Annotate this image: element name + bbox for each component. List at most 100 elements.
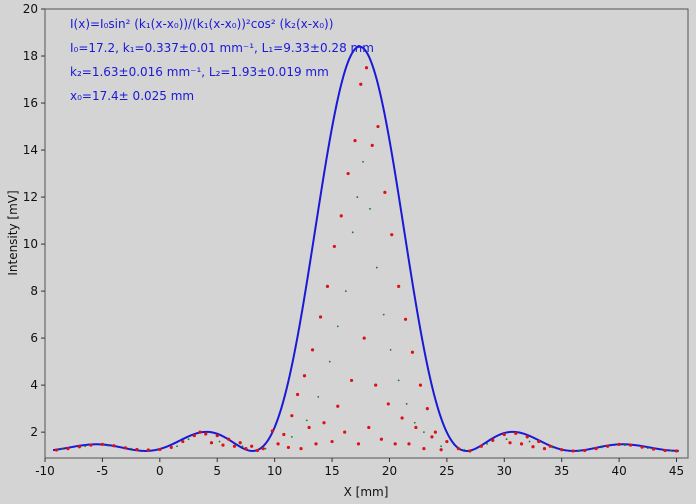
dot-point	[344, 290, 347, 292]
data-point	[430, 435, 434, 439]
x-tick-label: 45	[669, 464, 684, 478]
y-tick-label: 6	[30, 331, 38, 345]
dot-point	[369, 207, 371, 210]
dot-point	[305, 419, 308, 422]
y-tick-label: 4	[30, 378, 38, 392]
data-point	[356, 442, 361, 446]
x-tick-label: 25	[439, 464, 454, 478]
data-point	[325, 284, 330, 288]
y-tick-label: 16	[23, 96, 38, 110]
x-tick-label: 20	[382, 464, 397, 478]
dot-point	[356, 196, 359, 198]
data-point	[370, 143, 374, 147]
data-point	[537, 439, 541, 444]
data-point	[414, 425, 418, 430]
data-point	[525, 435, 529, 439]
dot-point	[646, 447, 649, 450]
data-point	[77, 445, 82, 449]
dot-point	[290, 435, 293, 438]
data-point	[479, 444, 483, 448]
dot-point	[423, 431, 425, 434]
data-point	[66, 446, 70, 451]
dot-point	[578, 449, 580, 452]
data-point	[617, 442, 621, 446]
x-axis: -10 -5 0 5 10 15 20 25 30 35 40 45	[35, 458, 684, 478]
dot-point	[397, 379, 400, 382]
dot-point	[623, 444, 626, 446]
data-point	[221, 443, 225, 447]
data-point	[100, 442, 105, 446]
dot-point	[505, 438, 508, 441]
data-point	[583, 448, 587, 453]
data-point	[397, 284, 401, 288]
x-tick-label: -10	[35, 464, 55, 478]
dot-point	[351, 231, 354, 234]
data-point	[433, 430, 437, 434]
data-point	[198, 430, 202, 434]
plot-area	[44, 8, 689, 459]
data-point	[322, 421, 326, 425]
x-tick-label: 15	[324, 464, 339, 478]
data-point	[238, 441, 242, 445]
data-point	[299, 446, 303, 451]
data-point	[310, 348, 315, 352]
data-point	[367, 425, 371, 430]
data-point	[651, 447, 656, 451]
data-point	[346, 171, 350, 176]
x-tick-label: 40	[611, 464, 626, 478]
data-point	[89, 443, 93, 447]
data-point	[318, 315, 323, 319]
data-point	[282, 432, 286, 437]
dot-point	[336, 325, 339, 328]
data-point	[261, 446, 265, 451]
dot-point	[375, 266, 378, 269]
data-point	[209, 441, 214, 445]
x-tick-label: 30	[497, 464, 512, 478]
dot-point	[187, 438, 190, 441]
data-point	[390, 233, 394, 237]
dot-point	[413, 421, 416, 424]
data-point	[158, 447, 162, 452]
data-point	[181, 439, 185, 444]
data-point	[410, 350, 415, 354]
dot-point	[84, 445, 87, 448]
data-point	[135, 447, 139, 452]
dot-point	[317, 395, 320, 398]
data-point	[439, 448, 443, 452]
data-point	[349, 378, 354, 383]
dot-point	[551, 446, 554, 449]
data-point	[250, 444, 254, 448]
data-point	[374, 383, 378, 387]
data-point	[364, 66, 369, 70]
data-point	[290, 414, 294, 418]
data-point	[339, 214, 343, 218]
annotation-line-3: k₂=1.63±0.016 mm⁻¹, L₂=1.93±0.019 mm	[70, 65, 329, 79]
data-point	[456, 446, 460, 451]
data-point	[403, 317, 408, 321]
data-point	[422, 446, 426, 451]
data-point	[548, 444, 552, 448]
x-tick-label: 5	[213, 464, 221, 478]
data-point	[204, 432, 208, 436]
dot-point	[61, 447, 64, 450]
data-point	[296, 392, 300, 397]
data-point	[491, 438, 495, 442]
data-point	[407, 442, 411, 446]
data-point	[386, 402, 390, 406]
dot-point	[382, 313, 385, 316]
data-point	[400, 416, 404, 420]
dot-point	[130, 447, 133, 450]
data-point	[594, 446, 598, 451]
dot-point	[486, 442, 488, 445]
data-point	[112, 444, 116, 448]
annotation-line-1: I(x)=I₀sin² (k₁(x-x₀))/(k₁(x-x₀))²cos² (…	[70, 17, 333, 31]
data-point	[270, 429, 274, 433]
data-point	[628, 443, 633, 447]
dot-point	[328, 360, 331, 363]
data-point	[376, 124, 380, 129]
x-tick-label: 35	[554, 464, 569, 478]
x-tick-label: 10	[267, 464, 282, 478]
data-point	[286, 445, 291, 450]
dot-point	[528, 440, 531, 443]
x-tick-label: -5	[96, 464, 108, 478]
